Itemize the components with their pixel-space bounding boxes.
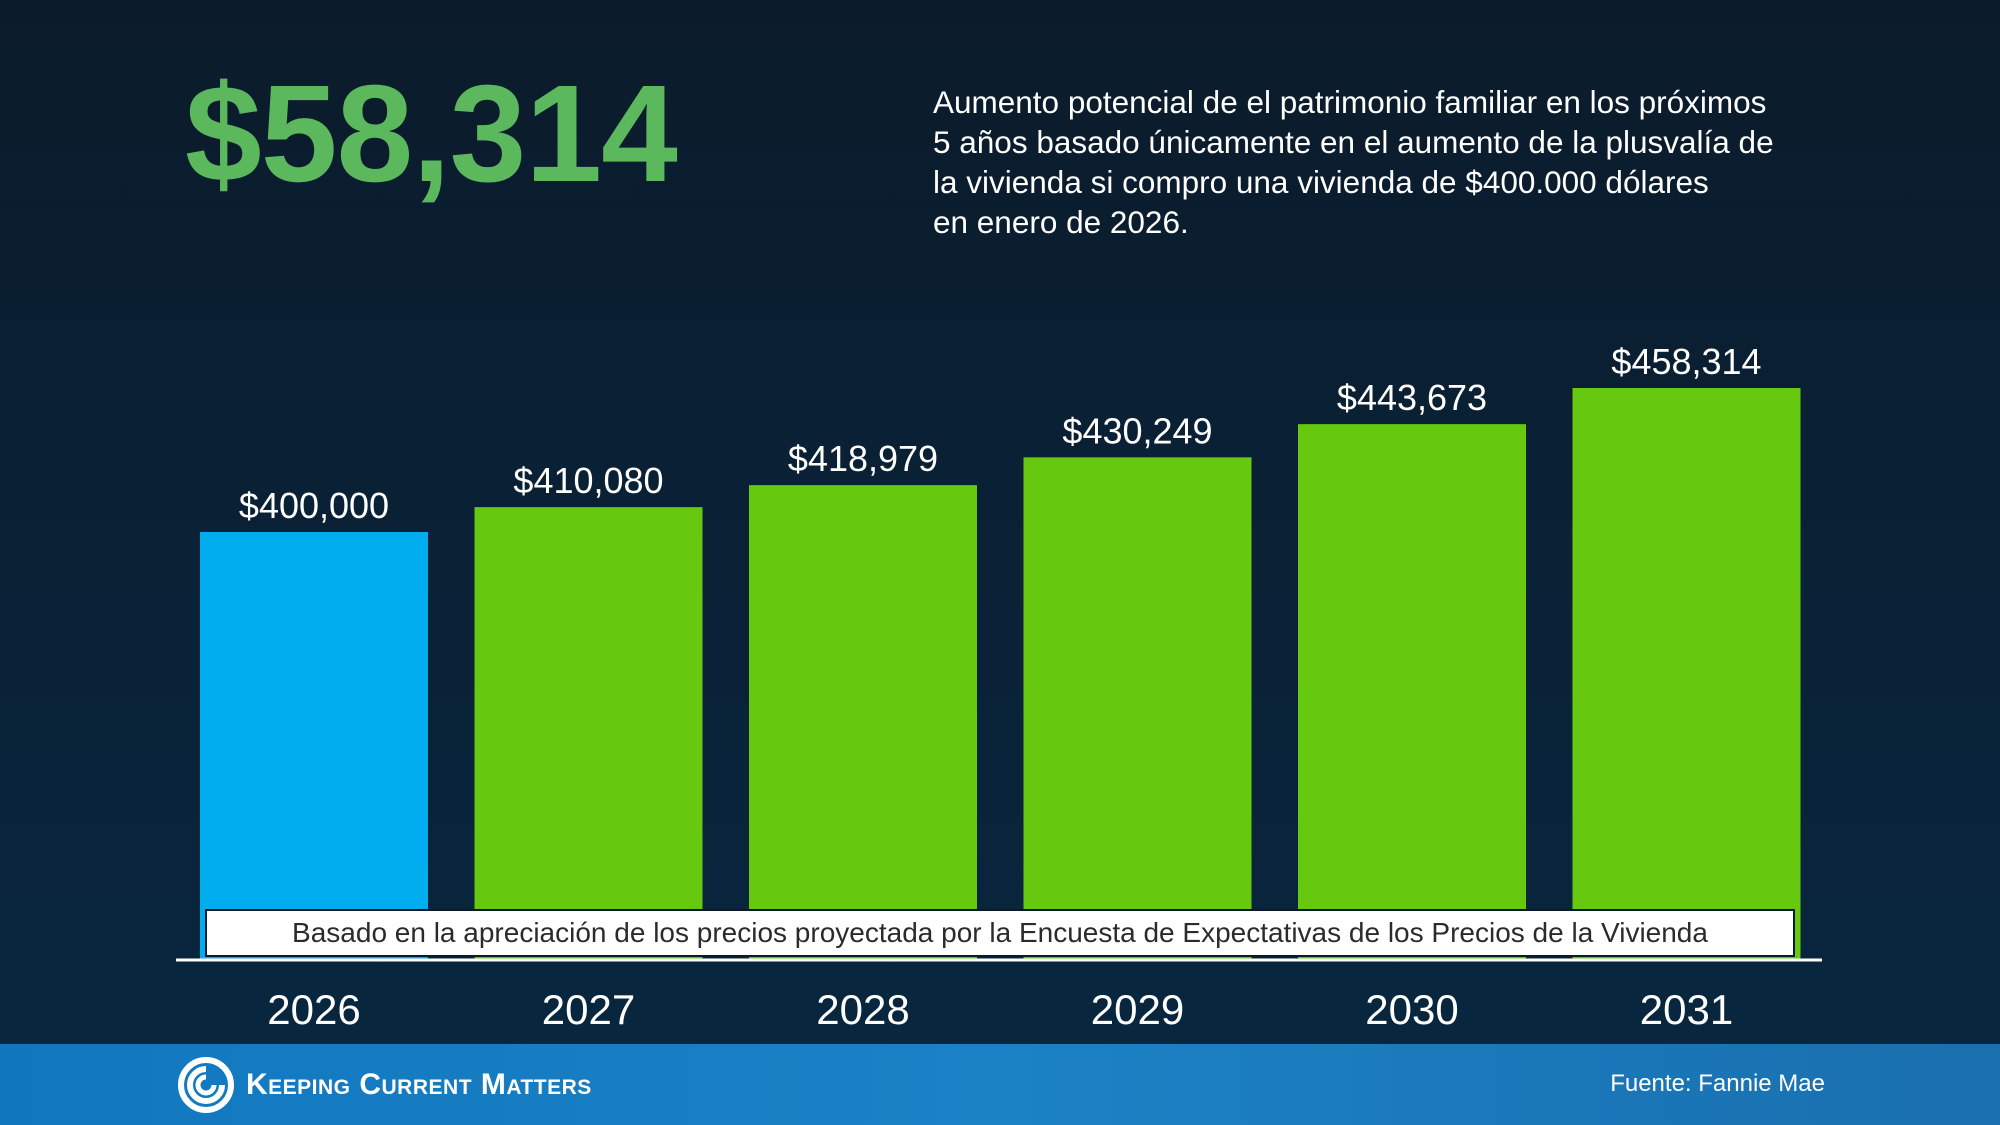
x-tick-label: 2030 <box>1365 986 1458 1033</box>
bar-value-label: $410,080 <box>513 460 663 501</box>
brand-logo: Keeping Current Matters <box>178 1057 592 1113</box>
headline-description-line: Aumento potencial de el patrimonio famil… <box>933 84 1767 120</box>
bar-value-label: $400,000 <box>239 485 389 526</box>
x-tick-label: 2027 <box>542 986 635 1033</box>
bar-value-label: $458,314 <box>1611 341 1761 382</box>
x-tick-label: 2028 <box>816 986 909 1033</box>
bar-2027 <box>474 507 703 959</box>
headline-value: $58,314 <box>185 57 678 211</box>
bar-value-label: $430,249 <box>1062 410 1212 451</box>
bar-chart: $400,000 2026 $410,080 2027 $418,979 2028 $430… <box>200 341 1801 1033</box>
bar-2030 <box>1298 424 1526 959</box>
headline-description-line: 5 años basado únicamente en el aumento d… <box>933 124 1774 160</box>
bar-2026 <box>200 532 428 959</box>
source-label: Fuente: Fannie Mae <box>1610 1070 1825 1097</box>
bar-2028 <box>749 485 977 959</box>
x-tick-label: 2031 <box>1640 986 1733 1033</box>
x-tick-label: 2029 <box>1091 986 1184 1033</box>
bar-value-label: $418,979 <box>788 438 938 479</box>
bar-2031 <box>1572 388 1801 959</box>
headline-description-line: la vivienda si compro una vivienda de $4… <box>933 164 1709 200</box>
methodology-note: Basado en la apreciación de los precios … <box>205 909 1795 957</box>
x-tick-label: 2026 <box>267 986 360 1033</box>
spiral-logo-icon <box>178 1057 234 1113</box>
bar-value-label: $443,673 <box>1337 377 1487 418</box>
bar-2029 <box>1023 457 1252 959</box>
brand-name: Keeping Current Matters <box>246 1068 592 1101</box>
headline-description: Aumento potencial de el patrimonio famil… <box>933 82 1833 242</box>
headline-description-line: en enero de 2026. <box>933 204 1189 240</box>
footer-bar: Keeping Current Matters Fuente: Fannie M… <box>0 1044 2000 1125</box>
